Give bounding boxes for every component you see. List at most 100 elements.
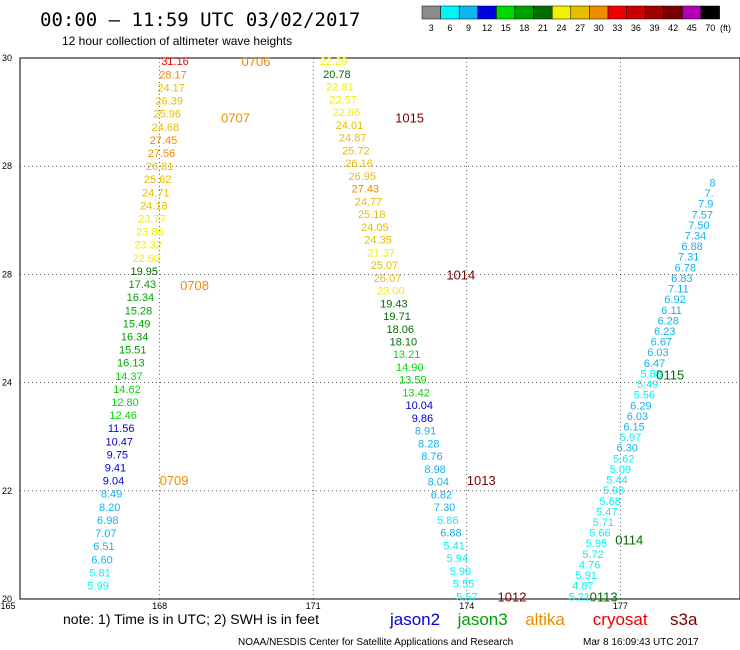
y-tick-label: 20 <box>2 594 12 604</box>
time-label: 0709 <box>160 473 189 488</box>
time-label: 1012 <box>498 589 527 604</box>
wave-height-label: 7.30 <box>434 502 455 514</box>
wave-height-label: 23.32 <box>134 240 162 252</box>
wave-height-label: 5.41 <box>443 540 464 552</box>
legend-bin-label: 70 <box>705 23 715 33</box>
wave-height-label: 5.21 <box>569 591 590 603</box>
wave-height-label: 26.95 <box>348 171 376 183</box>
legend-bin-label: 30 <box>594 23 604 33</box>
wave-height-label: 13.21 <box>393 349 421 361</box>
wave-height-label: 9.04 <box>103 476 124 488</box>
wave-height-label: 6.30 <box>617 443 638 455</box>
legend-bin-label: 36 <box>631 23 641 33</box>
wave-height-color-legend: 3 6 9 12 15 18 21 24 27 30 33 36 39 42 45 70 <box>421 5 720 33</box>
y-tick-label: 30 <box>2 53 12 63</box>
wave-height-label: 8.76 <box>421 451 442 463</box>
time-label: 1015 <box>395 111 424 126</box>
wave-height-label: 24.17 <box>157 82 185 94</box>
wave-height-label: 24.71 <box>142 187 170 199</box>
wave-height-label: 22.29 <box>320 56 348 68</box>
wave-height-label: 5.56 <box>634 390 655 402</box>
wave-height-label: 20.78 <box>323 69 351 81</box>
wave-height-label: 8.04 <box>428 477 449 489</box>
wave-height-label: 24.77 <box>355 196 383 208</box>
wave-height-label: 5.66 <box>589 528 610 540</box>
wave-height-label: 18.06 <box>386 324 414 336</box>
time-label: 0707 <box>221 111 250 126</box>
wave-height-label: 5.91 <box>576 570 597 582</box>
wave-height-label: 6.03 <box>647 347 668 359</box>
legend-bin-label: 33 <box>612 23 622 33</box>
wave-height-label: 26.07 <box>374 273 402 285</box>
x-tick-label: 174 <box>459 601 474 611</box>
legend-swatch <box>644 5 665 20</box>
wave-height-label: 24.18 <box>140 200 168 212</box>
time-label: 0708 <box>180 278 209 293</box>
wave-height-label: 6.23 <box>654 326 675 338</box>
wave-height-label: 6.60 <box>91 554 112 566</box>
wave-height-label: 7.11 <box>668 284 689 296</box>
wave-height-label: 5.49 <box>637 379 658 391</box>
satellite-legend-item: jason3 <box>457 610 508 629</box>
wave-height-label: 10.47 <box>106 436 134 448</box>
wave-height-label: 6.28 <box>657 315 678 327</box>
wave-height-label: 24.01 <box>336 120 364 132</box>
satellite-legend: jason2 jason3 altika cryosat s3a <box>389 610 698 629</box>
time-label: 0115 <box>656 367 684 382</box>
time-label: 0113 <box>590 589 618 604</box>
wave-height-label: 6.82 <box>431 489 452 501</box>
wave-height-label: 25.96 <box>154 109 182 121</box>
wave-height-label: 7.50 <box>688 220 709 232</box>
wave-height-label: 27.45 <box>150 135 178 147</box>
wave-height-label: 26.81 <box>146 161 174 173</box>
wave-height-label: 26.16 <box>345 158 373 170</box>
legend-bin-label: 12 <box>482 23 492 33</box>
legend-swatch <box>421 5 441 20</box>
time-annotations: 0709 0708 0707 0706 1015 1014 1013 1012 0113 0114… <box>160 54 685 604</box>
satellite-legend-item: s3a <box>670 610 698 629</box>
legend-bin-label: 39 <box>649 23 659 33</box>
wave-height-label: 23.86 <box>136 227 164 239</box>
wave-height-label: 6.15 <box>623 422 644 434</box>
legend-bin-label: 24 <box>556 23 566 33</box>
x-tick-label: 168 <box>152 601 167 611</box>
wave-height-label: 25.07 <box>371 260 399 272</box>
legend-bin-label: 18 <box>519 23 529 33</box>
wave-height-label: 5.09 <box>610 464 631 476</box>
wave-height-label: 6.88 <box>440 528 461 540</box>
wave-height-label: 5.55 <box>453 579 474 591</box>
wave-height-label: 26.39 <box>155 96 183 108</box>
legend-swatch <box>626 5 646 20</box>
legend-bin-label: 42 <box>668 23 678 33</box>
wave-height-label: 22.60 <box>132 253 160 265</box>
wave-height-label: 6.92 <box>664 294 685 306</box>
wave-height-label: 5.47 <box>596 506 617 518</box>
wave-height-label: 6.83 <box>671 273 692 285</box>
wave-height-label: 9.41 <box>105 463 126 475</box>
wave-height-label: 28.17 <box>159 69 187 81</box>
legend-swatch <box>589 5 609 20</box>
wave-height-label: 24.05 <box>361 222 389 234</box>
wave-height-label: 10.04 <box>405 400 433 412</box>
wave-height-label: 16.34 <box>127 292 155 304</box>
legend-swatch <box>607 5 627 20</box>
chart-subtitle: 12 hour collection of altimeter wave hei… <box>62 34 292 48</box>
wave-height-label: 7.34 <box>685 230 706 242</box>
legend-swatch <box>533 5 553 20</box>
wave-height-label: 8.20 <box>99 502 120 514</box>
credit-line: NOAA/NESDIS Center for Satellite Applica… <box>238 637 513 648</box>
wave-height-label: 9.86 <box>412 413 433 425</box>
wave-height-label: 15.28 <box>125 305 153 317</box>
wave-height-label: 7.07 <box>95 528 116 540</box>
wave-height-label: 5.62 <box>613 453 634 465</box>
wave-height-label: 5.99 <box>87 580 108 592</box>
x-tick-label: 171 <box>306 601 321 611</box>
wave-height-label: 5.72 <box>582 549 603 561</box>
time-label: 1013 <box>467 473 496 488</box>
wave-height-label: 5.44 <box>606 475 627 487</box>
wave-height-label: 22.57 <box>329 94 357 106</box>
wave-height-label: 21.37 <box>367 247 395 259</box>
wave-height-label: 7.9 <box>698 199 713 211</box>
wave-height-label: 9.75 <box>107 449 128 461</box>
